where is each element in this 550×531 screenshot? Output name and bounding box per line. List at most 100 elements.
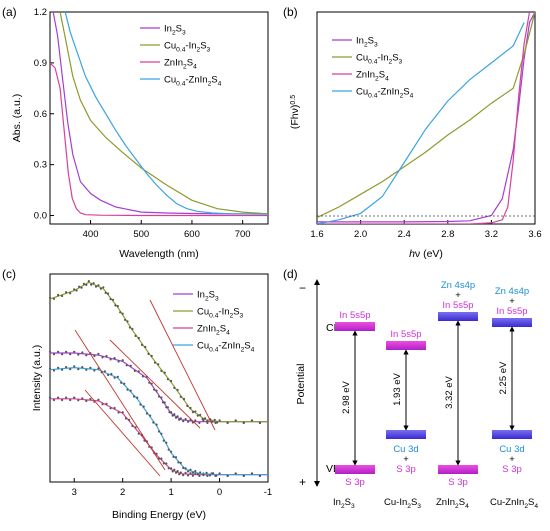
data-point (167, 448, 170, 451)
data-point (105, 402, 108, 405)
data-point (89, 366, 92, 369)
x-tick-label: 2 (120, 487, 125, 498)
data-point (191, 474, 194, 477)
data-point (57, 396, 60, 399)
material-label: Cu-ZnIn2​S4​ (490, 497, 538, 510)
data-point (194, 410, 197, 413)
y-tick-label: 1.2 (34, 7, 47, 18)
data-point (148, 381, 151, 384)
vb-orbital: + (403, 454, 409, 465)
data-point (61, 368, 64, 371)
x-tick-label: 2.4 (398, 229, 411, 240)
data-point (65, 291, 68, 294)
data-point (168, 411, 171, 414)
y-tick-label: 0.0 (34, 211, 47, 222)
data-point (242, 421, 245, 424)
data-point (57, 350, 60, 353)
data-point (133, 369, 136, 372)
data-point (182, 466, 185, 469)
data-point (61, 398, 64, 402)
panel-a-ylabel: Abs. (a.u.) (11, 94, 23, 142)
data-point (77, 399, 80, 402)
data-point (184, 418, 187, 421)
panel-label-b: (b) (283, 5, 298, 19)
data-point (61, 294, 64, 298)
fit-line (109, 339, 201, 429)
x-tick-label: 0 (217, 487, 222, 498)
cb-bar (386, 341, 426, 350)
panel-b: hν (eV) (Fhν)0.5 1.6 2.0 2.4 2.8 3.2 3.6 In2​… (289, 11, 542, 260)
series-line-Cu0.4-In2S3 (59, 12, 268, 215)
panel-label-d: (d) (283, 267, 298, 281)
panel-a-xlabel: Wavelength (nm) (119, 248, 199, 260)
data-point (194, 470, 197, 473)
data-point (139, 403, 142, 406)
data-point (206, 474, 209, 477)
data-point (124, 318, 127, 321)
data-point (182, 397, 186, 401)
data-point (116, 375, 119, 378)
data-point (113, 376, 116, 379)
data-point (137, 432, 140, 435)
cb-orbital: Zn 4s4p (495, 286, 529, 297)
legend-entry: Cu0.4​-In2​S3​ (197, 307, 244, 320)
legend-entry: Cu0.4​-ZnIn2​S4​ (356, 87, 414, 100)
material-label: ZnIn2​S4​ (436, 497, 469, 510)
data-point (93, 354, 96, 358)
data-point (144, 345, 147, 349)
data-point (176, 415, 179, 418)
data-point (109, 358, 112, 361)
data-point (145, 412, 148, 415)
data-point (85, 354, 88, 357)
data-point (242, 474, 245, 477)
data-point (129, 364, 132, 367)
data-point (226, 421, 229, 424)
fit-line (74, 329, 166, 471)
cb-bar (492, 318, 532, 327)
material-label: Cu-In2​S3​ (384, 497, 421, 510)
data-point (87, 280, 90, 283)
data-point (218, 419, 221, 422)
data-point (213, 418, 216, 421)
data-point (250, 472, 253, 475)
data-point (196, 473, 199, 476)
data-point (160, 396, 163, 399)
data-point (153, 361, 157, 364)
data-point (206, 421, 209, 424)
data-point (258, 474, 261, 477)
panel-b-ylabel: (Fhν)0.5 (289, 95, 301, 129)
cb-orbital: + (455, 290, 461, 301)
data-point (155, 452, 158, 455)
series-line-In2S3 (317, 12, 535, 223)
data-point (48, 396, 52, 399)
data-point (143, 439, 146, 442)
data-point (136, 396, 139, 399)
data-point (163, 371, 166, 374)
data-point (189, 472, 192, 475)
data-point (177, 461, 180, 464)
data-point (113, 357, 116, 360)
data-point (124, 417, 127, 420)
data-point (215, 474, 218, 477)
data-point (173, 386, 176, 389)
data-point (226, 474, 229, 477)
x-tick-label: 3.2 (485, 229, 498, 240)
data-point (208, 474, 211, 477)
data-point (117, 411, 120, 414)
data-point (150, 354, 153, 358)
data-point (157, 430, 161, 433)
data-point (174, 416, 178, 419)
data-point (125, 364, 128, 367)
x-tick-label: 600 (184, 229, 200, 240)
band-column-Cu-In2S3: In 5s5p Cu 3d+S 3p 1.93 eV Cu-In2​S3​ (384, 329, 426, 510)
vb-orbital: + (509, 454, 515, 465)
data-point (48, 367, 52, 370)
data-point (189, 468, 192, 471)
data-point (160, 432, 163, 435)
data-point (65, 396, 68, 399)
potential-label: Potential (295, 364, 307, 405)
data-point (120, 381, 123, 384)
data-point (134, 334, 137, 337)
